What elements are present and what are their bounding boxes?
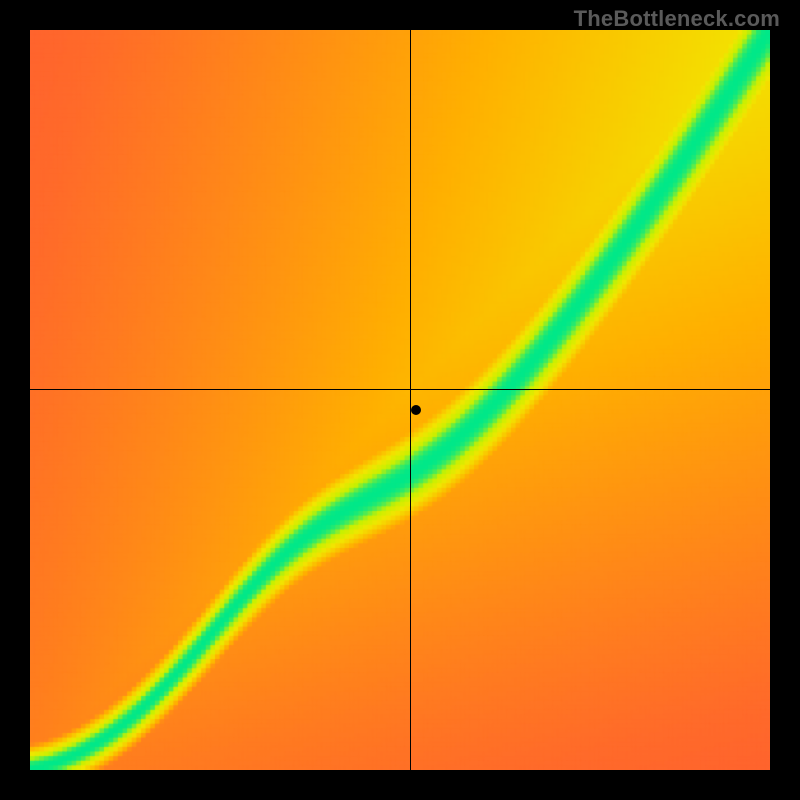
watermark-text: TheBottleneck.com <box>574 6 780 32</box>
bottleneck-heatmap <box>30 30 770 770</box>
data-point-marker <box>411 405 421 415</box>
crosshair-horizontal <box>30 389 770 390</box>
chart-container: { "watermark": { "text": "TheBottleneck.… <box>0 0 800 800</box>
crosshair-vertical <box>410 30 411 770</box>
